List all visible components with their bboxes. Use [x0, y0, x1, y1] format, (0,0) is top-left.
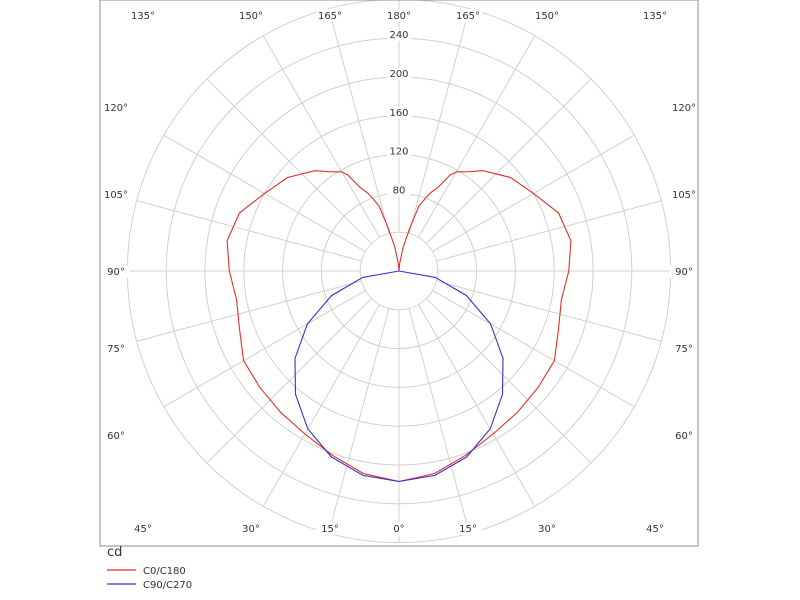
- angle-label-bg: [316, 522, 344, 535]
- angle-label-bg: [641, 522, 669, 535]
- grid-spoke-45: [206, 298, 372, 464]
- angle-label-bg: [385, 522, 413, 535]
- grid-spoke-15: [328, 308, 390, 534]
- angle-tick-label-75: 75°: [675, 344, 693, 355]
- angle-label-bg: [237, 9, 265, 22]
- angle-tick-label-90: 90°: [675, 267, 693, 278]
- angle-tick-label-0: 0°: [393, 524, 404, 535]
- angle-label-bg: [454, 9, 482, 22]
- grid-spoke-30: [262, 304, 381, 507]
- angle-tick-label-30: 30°: [242, 524, 260, 535]
- angle-label-bg: [670, 265, 698, 278]
- radial-tick-label: 160: [389, 108, 408, 119]
- angle-tick-label-15: 15°: [459, 524, 477, 535]
- grid-spoke-165: [328, 8, 390, 234]
- radial-tick-label: 200: [389, 69, 408, 80]
- angle-label-bg: [670, 188, 698, 201]
- radial-label-bg: [387, 68, 411, 80]
- grid-spoke-60: [432, 289, 635, 408]
- angle-label-bg: [237, 522, 265, 535]
- angle-label-bg: [102, 265, 130, 278]
- angle-tick-label-45: 45°: [134, 524, 152, 535]
- grid-spoke-150: [262, 35, 381, 238]
- angle-label-bg: [102, 342, 130, 355]
- angle-tick-label-165: 165°: [318, 11, 342, 22]
- grid-spoke-135: [206, 78, 372, 244]
- angle-label-bg: [670, 342, 698, 355]
- series-curve-1: [294, 270, 504, 483]
- angle-tick-label-180: 180°: [387, 11, 411, 22]
- angle-tick-label-105: 105°: [672, 190, 696, 201]
- grid-spoke-75: [136, 280, 362, 342]
- radial-label-bg: [387, 106, 411, 119]
- angle-label-bg: [533, 9, 561, 22]
- angle-tick-label-60: 60°: [107, 431, 125, 442]
- angle-label-bg: [102, 101, 130, 114]
- angle-tick-label-75: 75°: [107, 344, 125, 355]
- grid-spoke-45: [426, 298, 592, 464]
- angle-tick-label-45: 45°: [646, 524, 664, 535]
- grid-spoke-60: [163, 289, 366, 408]
- angle-tick-label-60: 60°: [675, 431, 693, 442]
- angle-label-bg: [102, 429, 130, 442]
- grid-spoke-30: [417, 304, 536, 507]
- radial-label-bg: [387, 184, 411, 197]
- angle-label-bg: [102, 188, 130, 201]
- grid-spoke-15: [408, 308, 470, 534]
- angle-tick-label-135: 135°: [131, 11, 155, 22]
- radial-tick-label: 80: [393, 185, 406, 196]
- angle-label-bg: [129, 522, 157, 535]
- angle-label-bg: [533, 522, 561, 535]
- angle-label-bg: [641, 9, 669, 22]
- legend-label-0: C0/C180: [143, 566, 186, 577]
- grid-spoke-75: [436, 280, 662, 342]
- grid-spoke-165: [408, 8, 470, 234]
- angle-tick-label-165: 165°: [456, 11, 480, 22]
- unit-label: cd: [107, 545, 122, 560]
- angle-tick-label-120: 120°: [672, 103, 696, 114]
- angle-tick-label-30: 30°: [538, 524, 556, 535]
- angle-tick-label-135: 135°: [643, 11, 667, 22]
- angle-label-bg: [385, 9, 413, 22]
- radial-label-bg: [387, 29, 411, 42]
- angle-label-bg: [316, 9, 344, 22]
- grid-spoke-105: [436, 200, 662, 262]
- angle-tick-label-150: 150°: [535, 11, 559, 22]
- grid-spoke-105: [136, 200, 362, 262]
- legend-label-1: C90/C270: [143, 580, 192, 591]
- grid-spoke-135: [426, 78, 592, 244]
- plot-frame: [99, 0, 699, 547]
- radial-label-bg: [387, 145, 411, 158]
- radial-tick-label: 120: [389, 147, 408, 158]
- axis-labels: 80 120 160 200 240 135° 150° 165° 180° 165° 150° 13…: [102, 9, 698, 535]
- angle-tick-label-120: 120°: [104, 103, 128, 114]
- angle-label-bg: [670, 101, 698, 114]
- grid-spoke-150: [417, 35, 536, 238]
- angle-tick-label-15: 15°: [321, 524, 339, 535]
- radial-tick-label: 240: [389, 30, 408, 41]
- angle-tick-label-105: 105°: [104, 190, 128, 201]
- intensity-curves: [226, 170, 572, 483]
- angle-tick-label-150: 150°: [239, 11, 263, 22]
- angle-label-bg: [129, 9, 157, 22]
- angle-label-bg: [670, 429, 698, 442]
- legend: C0/C180 C90/C270: [107, 566, 192, 591]
- angle-tick-label-90: 90°: [107, 267, 125, 278]
- angle-label-bg: [454, 522, 482, 535]
